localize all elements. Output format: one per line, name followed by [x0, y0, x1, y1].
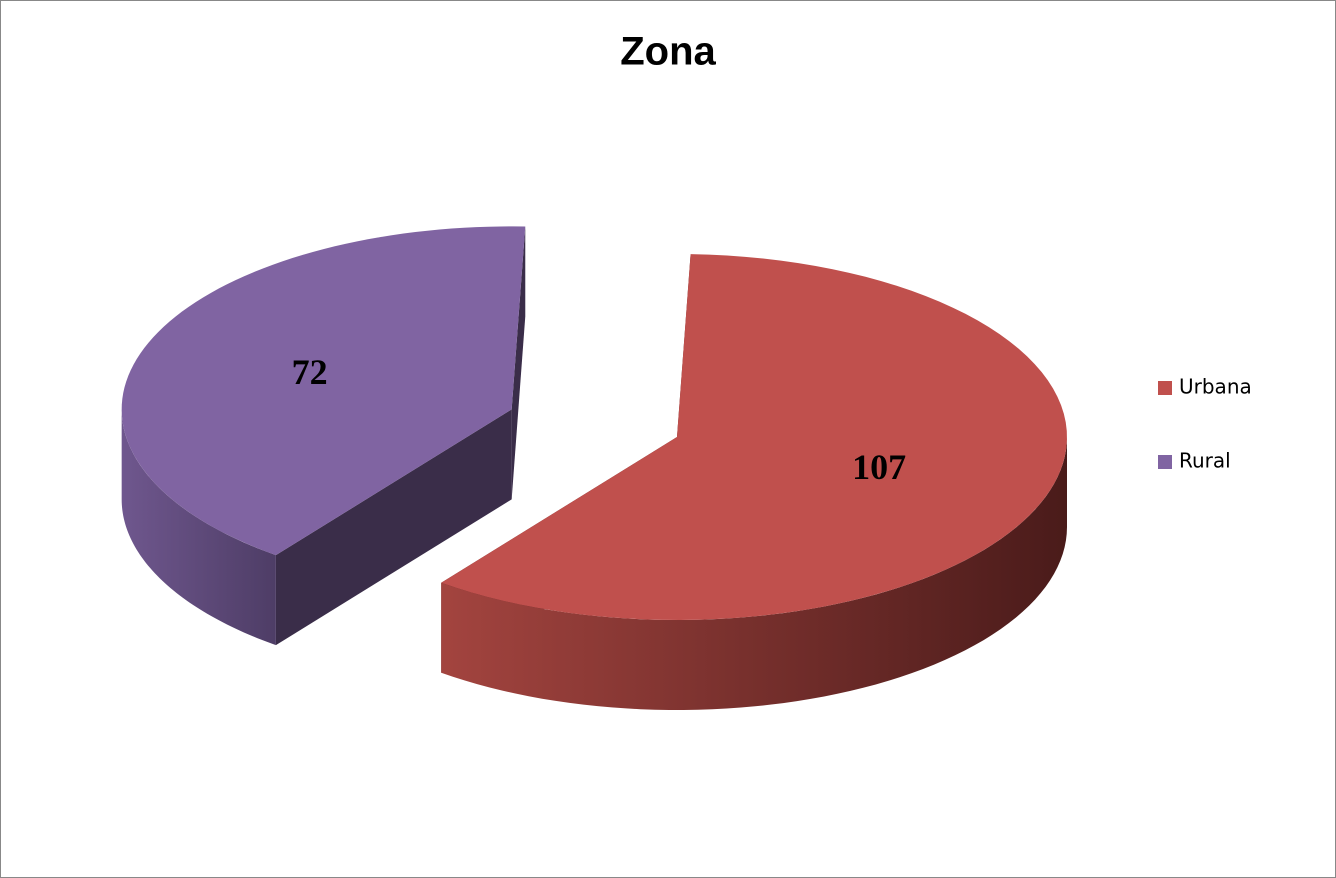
legend-swatch: [1158, 381, 1172, 395]
data-label: 107: [852, 447, 906, 487]
legend-label: Urbana: [1179, 375, 1252, 399]
chart-title: Zona: [620, 30, 716, 74]
slice: [441, 254, 1067, 710]
slice-side: [511, 226, 526, 500]
legend-label: Rural: [1179, 449, 1231, 473]
data-label: 72: [292, 352, 328, 392]
slice-wall: [441, 437, 1067, 710]
legend: Urbana Rural: [1158, 375, 1252, 473]
slice: [121, 226, 526, 646]
slice-top: [441, 254, 1067, 620]
slice-top: [121, 226, 526, 556]
slice-side: [275, 409, 512, 646]
pie: 72 107: [121, 226, 1067, 710]
legend-swatch: [1158, 455, 1172, 469]
slice-wall: [121, 409, 276, 646]
